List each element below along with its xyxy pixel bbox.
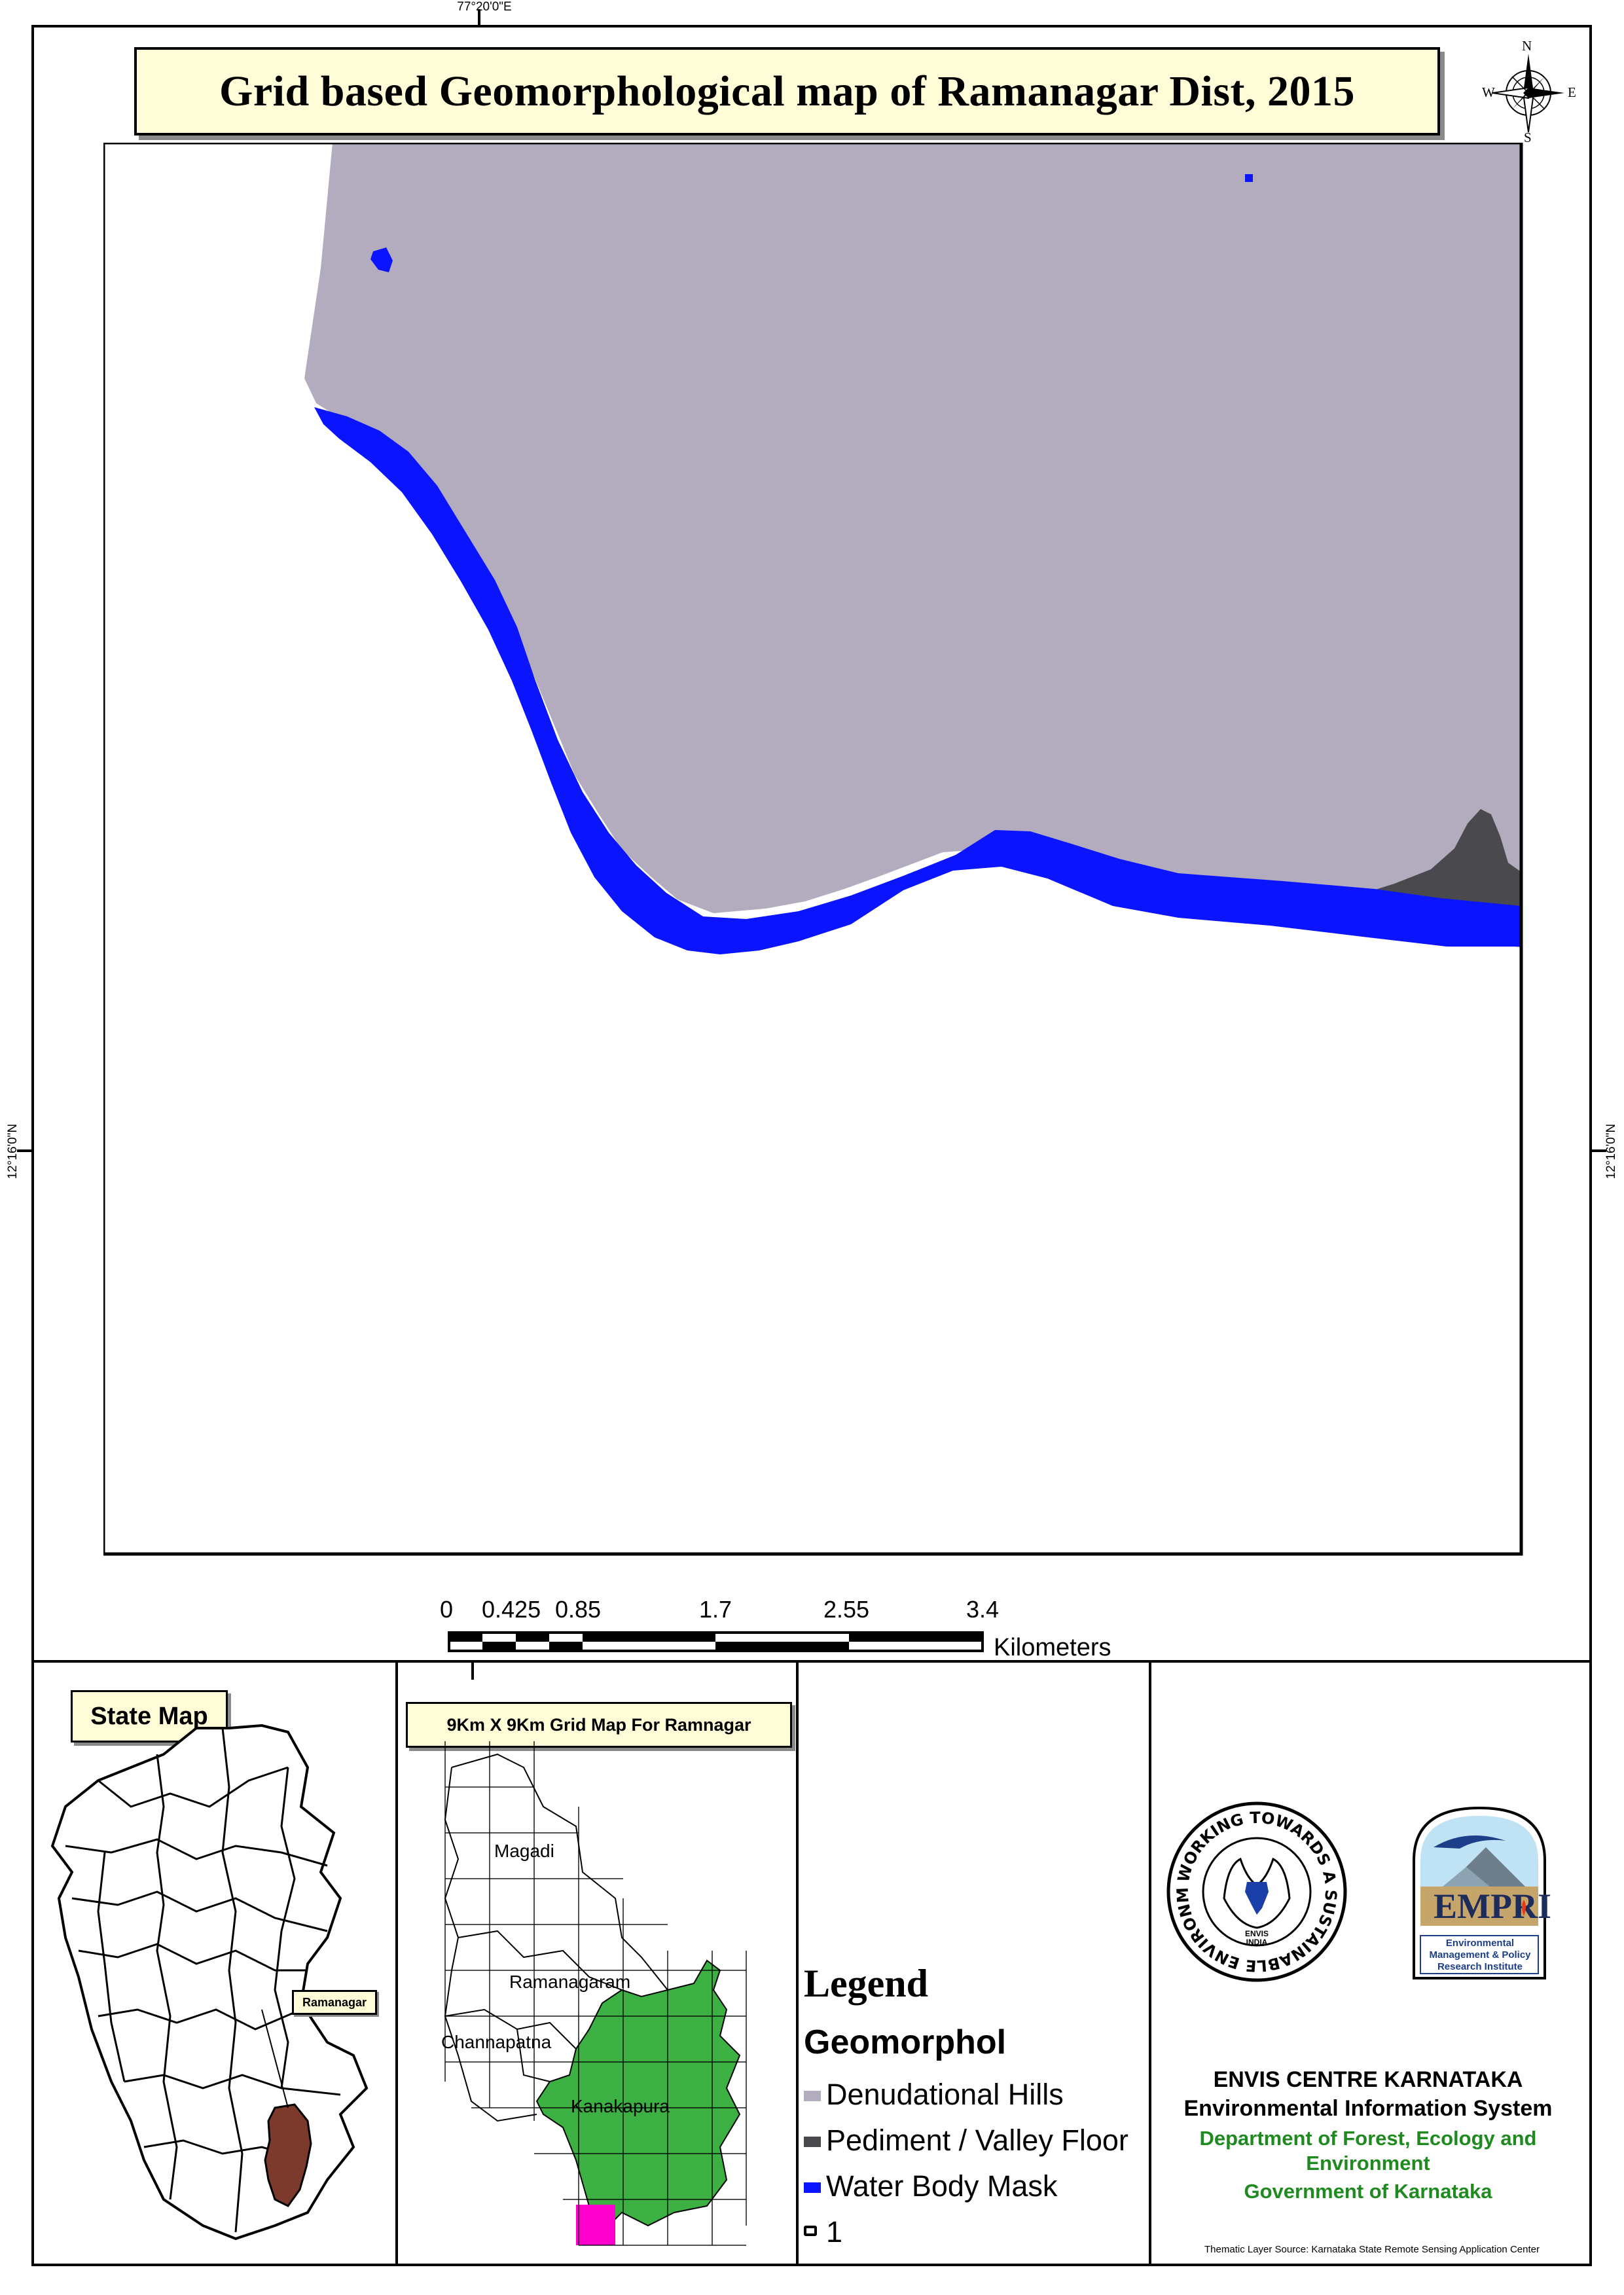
- east-label: E: [1568, 84, 1576, 100]
- empri-name: Environmental Management & Policy Resear…: [1429, 1938, 1531, 1972]
- top-tick: [478, 9, 480, 26]
- ramanagar-label-text: Ramanagar: [302, 1995, 367, 2009]
- outer-frame: [31, 25, 1592, 2266]
- denudational-hills-area: [304, 143, 1521, 948]
- west-label: W: [1482, 84, 1495, 100]
- credit-line-3: Department of Forest, Ecology and Enviro…: [1199, 2127, 1537, 2175]
- main-map: [103, 143, 1523, 1556]
- ramanagar-label: Ramanagar: [292, 1990, 377, 2015]
- credit-line-2: Environmental Information System: [1183, 2096, 1553, 2121]
- panel-divider-1: [395, 1660, 398, 2266]
- empri-monogram-icon: EMPRI: [1434, 1887, 1551, 1926]
- envis-center-text: ENVIS INDIA: [1244, 1929, 1269, 1947]
- legend-label-denudational-hills: Denudational Hills: [826, 2078, 1064, 2111]
- right-tick: [1591, 1149, 1606, 1152]
- india-map-icon: [1245, 1882, 1269, 1915]
- grid-map: [444, 1741, 747, 2246]
- town-ramanagaram: Ramanagaram: [509, 1972, 631, 1992]
- scale-label-0: 0: [440, 1596, 454, 1623]
- legend-label-pediment-valley-floor: Pediment / Valley Floor: [826, 2123, 1128, 2157]
- credit-line-1: ENVIS CENTRE KARNATAKA: [1213, 2067, 1523, 2092]
- source-credit: Thematic Layer Source: Karnataka State R…: [1204, 2244, 1540, 2255]
- town-magadi: Magadi: [494, 1841, 554, 1861]
- grid-lines: [444, 1741, 747, 2246]
- right-latitude-label: 12°16'0"N: [1604, 1123, 1618, 1180]
- legend-swatch-water-body-mask: [804, 2182, 821, 2193]
- kanakapura-area: [535, 1959, 741, 2227]
- scale-bar: [448, 1631, 984, 1652]
- ramanagar-leader-line: [261, 2009, 289, 2108]
- bird-icon: [1434, 1835, 1506, 1849]
- state-map-label-text: State Map: [90, 1702, 208, 1730]
- scale-unit: Kilometers: [994, 1634, 1111, 1661]
- grid-panel-tick: [471, 1660, 474, 1680]
- envis-logo: WORKING TOWARDS A SUSTAINABLE ENVIRONMEN…: [1159, 1794, 1347, 1982]
- scale-label-3: 1.7: [699, 1596, 732, 1623]
- flame-icon: [1522, 1900, 1526, 1916]
- legend-swatch-grid: [804, 2226, 817, 2236]
- legend-label-grid: 1: [826, 2215, 843, 2249]
- grid-map-label: 9Km X 9Km Grid Map For Ramnagar: [406, 1702, 792, 1748]
- legend-swatch-denudational-hills: [804, 2091, 821, 2101]
- empri-logo: EMPRI: [1413, 1806, 1551, 1979]
- scale-label-4: 2.55: [823, 1596, 870, 1623]
- pediment-valley-floor-area: [1348, 809, 1521, 909]
- left-tick: [17, 1149, 33, 1152]
- panel-divider-3: [1149, 1660, 1151, 2266]
- scale-label-5: 3.4: [966, 1596, 1000, 1623]
- water-body-pond-1: [370, 247, 393, 272]
- south-label: S: [1524, 130, 1532, 145]
- map-neatline: [103, 143, 1523, 1556]
- legend-title: Legend: [804, 1962, 929, 2005]
- panel-divider-2: [796, 1660, 799, 2266]
- bottom-divider: [31, 1660, 1592, 1663]
- credit-line-4: Government of Karnataka: [1244, 2180, 1492, 2203]
- legend-layer-name: Geomorphol: [804, 2023, 1007, 2061]
- title-box: Grid based Geomorphological map of Raman…: [134, 47, 1440, 136]
- scale-label-2: 0.85: [555, 1596, 602, 1623]
- hands-icon: [1223, 1857, 1291, 1929]
- state-map: [50, 1724, 369, 2241]
- water-body-river: [314, 407, 1521, 954]
- map-title: Grid based Geomorphological map of Raman…: [219, 67, 1355, 115]
- town-channapatna: Channapatna: [441, 2032, 552, 2052]
- legend-label-water-body-mask: Water Body Mask: [826, 2169, 1058, 2203]
- grid-map-label-text: 9Km X 9Km Grid Map For Ramnagar: [446, 1714, 751, 1735]
- town-kanakapura: Kanakapura: [571, 2096, 670, 2116]
- left-latitude-label: 12°16'0"N: [6, 1123, 20, 1180]
- ramanagar-district-highlight: [264, 2103, 312, 2207]
- north-label: N: [1522, 38, 1532, 54]
- water-body-pond-2: [1245, 174, 1253, 182]
- selected-grid-cell: [576, 2205, 615, 2245]
- scale-label-1: 0.425: [482, 1596, 541, 1623]
- top-longitude-label: 77°20'0"E: [457, 0, 512, 14]
- karnataka-outline: [50, 1724, 369, 2241]
- district-boundaries: [65, 1727, 341, 2233]
- legend-swatch-pediment-valley-floor: [804, 2137, 821, 2147]
- north-arrow-icon: [1492, 54, 1564, 133]
